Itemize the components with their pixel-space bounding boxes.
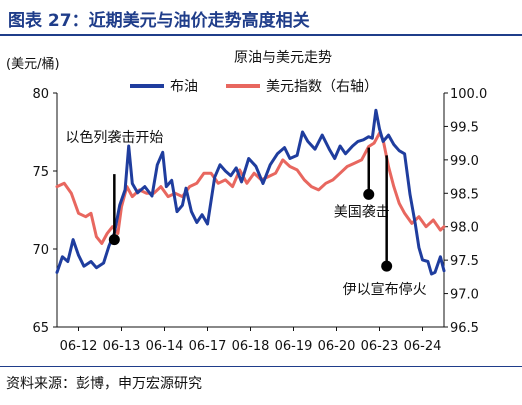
- x-tick-label: 06-23: [361, 339, 399, 354]
- x-tick-label: 06-13: [103, 339, 141, 354]
- title-divider: [0, 34, 522, 36]
- annotation-marker: [108, 234, 120, 246]
- chart: 原油与美元走势 (美元/桶) 布油 美元指数（右轴） 65 70 75 80 96.5 9…: [6, 50, 487, 354]
- x-tick-label: 06-24: [404, 339, 442, 354]
- legend-label-dxy: 美元指数（右轴）: [266, 79, 378, 95]
- x-tick-label: 06-12: [60, 339, 98, 354]
- right-tick-label: 100.0: [450, 87, 487, 102]
- x-tick-label: 06-14: [146, 339, 184, 354]
- figure-title: 图表 27：近期美元与油价走势高度相关: [8, 11, 310, 31]
- annotation-marker: [363, 188, 375, 200]
- x-tick-label: 06-17: [189, 339, 227, 354]
- annotation-label: 以色列袭击开始: [65, 129, 163, 146]
- right-tick-label: 97.5: [450, 254, 479, 269]
- x-tick-label: 06-19: [275, 339, 313, 354]
- source-divider: [0, 366, 522, 367]
- chart-title: 原油与美元走势: [234, 50, 332, 66]
- right-tick-label: 98.0: [450, 221, 479, 236]
- left-tick-label: 75: [32, 165, 49, 180]
- series-line-dxy: [55, 131, 446, 245]
- left-axis-unit: (美元/桶): [6, 57, 60, 72]
- left-tick-label: 80: [32, 87, 49, 102]
- right-tick-label: 99.0: [450, 154, 479, 169]
- right-tick-label: 98.5: [450, 187, 479, 202]
- left-tick-label: 65: [32, 321, 49, 336]
- annotation-label: 伊以宣布停火: [343, 281, 427, 298]
- annotation-marker: [381, 260, 393, 272]
- x-tick-label: 06-20: [318, 339, 356, 354]
- right-tick-label: 96.5: [450, 321, 479, 336]
- legend-label-brent: 布油: [170, 79, 198, 95]
- series-lines: [55, 108, 446, 276]
- right-tick-label: 97.0: [450, 288, 479, 303]
- left-tick-label: 70: [32, 243, 49, 258]
- source-note: 资料来源：彭博，申万宏源研究: [6, 376, 202, 392]
- annotation-label: 美国袭击: [334, 204, 390, 220]
- x-tick-label: 06-18: [232, 339, 270, 354]
- right-tick-label: 99.5: [450, 120, 479, 135]
- axes: 65 70 75 80 96.5 97.0 97.5 98.0 98.5 99.0 99.5 100.…: [32, 87, 487, 354]
- series-line-brent: [55, 108, 446, 276]
